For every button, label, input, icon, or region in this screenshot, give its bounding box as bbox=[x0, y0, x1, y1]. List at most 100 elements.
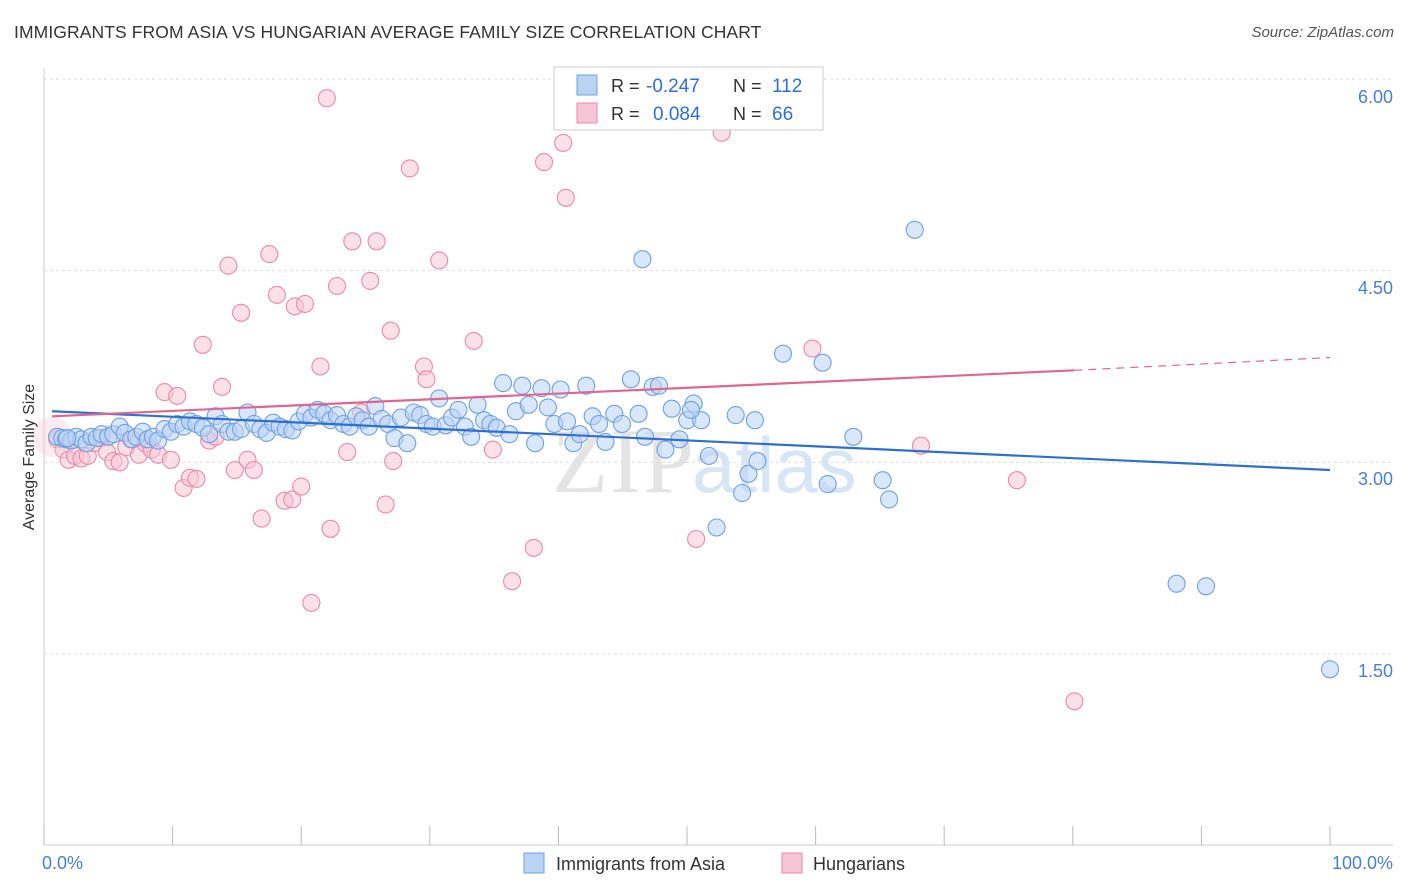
legend-swatch-hungarians bbox=[781, 852, 803, 874]
hungarians-point-41 bbox=[311, 357, 330, 376]
hungarians-point-61 bbox=[554, 133, 573, 152]
hungarians-point-43 bbox=[321, 519, 340, 538]
hungarians-point-38 bbox=[292, 477, 311, 496]
hungarians-point-44 bbox=[327, 276, 347, 296]
hungarians-point-40 bbox=[302, 593, 321, 612]
hungarians-point-55 bbox=[430, 251, 449, 270]
asia-point-119 bbox=[58, 429, 77, 448]
hungarians-point-69 bbox=[384, 452, 403, 471]
source-credit: Source: ZipAtlas.com bbox=[1251, 24, 1394, 41]
asia-point-74 bbox=[500, 425, 519, 444]
hungarians-point-36 bbox=[283, 490, 302, 509]
asia-point-91 bbox=[612, 414, 632, 434]
x-tick-label-min: 0.0% bbox=[42, 853, 83, 873]
y-tick-label-6: 6.00 bbox=[1358, 87, 1393, 107]
asia-point-86 bbox=[577, 376, 596, 395]
asia-point-107 bbox=[739, 464, 758, 483]
asia-point-118 bbox=[1196, 577, 1216, 596]
stats-r-value-pink: 0.084 bbox=[653, 104, 701, 125]
asia-point-109 bbox=[748, 452, 767, 471]
asia-point-80 bbox=[538, 398, 557, 417]
hungarians-point-45 bbox=[338, 443, 357, 462]
trend-line-hungarians-extension bbox=[1074, 356, 1331, 371]
asia-point-93 bbox=[629, 404, 648, 423]
hungarians-points bbox=[32, 89, 1084, 711]
trend-line-hungarians bbox=[51, 369, 1075, 418]
hungarians-point-28 bbox=[225, 460, 244, 480]
asia-point-88 bbox=[589, 414, 609, 434]
hungarians-point-57 bbox=[483, 440, 502, 459]
legend-swatch-asia bbox=[523, 852, 545, 874]
asia-point-73 bbox=[494, 374, 513, 393]
asia-point-92 bbox=[621, 370, 640, 389]
asia-point-83 bbox=[557, 412, 577, 431]
asia-point-113 bbox=[844, 427, 863, 446]
trend-lines bbox=[51, 356, 1331, 472]
trend-line-asia bbox=[51, 410, 1331, 472]
stats-n-label-pink: N = bbox=[733, 104, 762, 124]
hungarians-point-26 bbox=[212, 377, 232, 396]
x-tick-label-max: 100.0% bbox=[1332, 853, 1393, 873]
asia-point-27 bbox=[200, 425, 219, 444]
asia-point-117 bbox=[1167, 574, 1186, 593]
chart-title: IMMIGRANTS FROM ASIA VS HUNGARIAN AVERAG… bbox=[14, 22, 762, 42]
hungarians-point-18 bbox=[161, 450, 180, 469]
hungarians-point-32 bbox=[252, 509, 271, 528]
hungarians-point-34 bbox=[267, 285, 286, 304]
watermark-atlas: atlas bbox=[692, 421, 857, 509]
asia-point-94 bbox=[635, 427, 655, 446]
axes bbox=[43, 68, 1393, 846]
asia-point-76 bbox=[513, 376, 532, 395]
asia-point-121 bbox=[633, 250, 652, 269]
asia-point-66 bbox=[449, 400, 468, 419]
hungarians-point-56 bbox=[464, 331, 483, 350]
asia-point-82 bbox=[551, 380, 570, 399]
hungarians-point-49 bbox=[367, 232, 386, 251]
stats-n-label-blue: N = bbox=[733, 76, 762, 96]
asia-point-108 bbox=[745, 411, 764, 430]
hungarians-point-63 bbox=[687, 529, 706, 549]
y-tick-label-1-5: 1.50 bbox=[1358, 661, 1393, 681]
stats-r-label-pink: R = bbox=[611, 104, 640, 124]
asia-point-115 bbox=[880, 490, 899, 509]
hungarians-point-51 bbox=[381, 321, 400, 340]
y-tick-label-4-5: 4.50 bbox=[1358, 278, 1393, 298]
hungarians-point-23 bbox=[193, 335, 212, 354]
asia-point-114 bbox=[873, 471, 892, 490]
asia-point-116 bbox=[905, 220, 924, 239]
series-legend: Immigrants from Asia Hungarians bbox=[523, 852, 905, 874]
stats-n-value-pink: 66 bbox=[772, 104, 793, 125]
hungarians-point-58 bbox=[503, 572, 522, 591]
hungarians-point-67 bbox=[1007, 471, 1026, 490]
hungarians-point-33 bbox=[260, 245, 279, 264]
asia-point-97 bbox=[656, 440, 675, 459]
asia-point-120 bbox=[1320, 660, 1340, 679]
stats-legend-frame bbox=[553, 66, 824, 131]
hungarians-point-65 bbox=[803, 339, 822, 358]
asia-point-77 bbox=[519, 395, 538, 414]
asia-point-111 bbox=[813, 353, 832, 372]
asia-point-104 bbox=[707, 518, 726, 537]
asia-point-122 bbox=[681, 400, 701, 419]
hungarians-point-22 bbox=[187, 469, 206, 488]
hungarians-point-46 bbox=[343, 232, 362, 251]
hungarians-point-10 bbox=[110, 453, 129, 472]
stats-n-value-blue: 112 bbox=[772, 76, 802, 97]
legend-label-hungarians: Hungarians bbox=[813, 854, 905, 874]
hungarians-point-29 bbox=[232, 303, 251, 322]
asia-point-58 bbox=[398, 434, 417, 453]
hungarians-point-31 bbox=[244, 460, 263, 480]
grid-lines bbox=[44, 78, 1393, 655]
asia-point-106 bbox=[733, 483, 752, 503]
legend-label-asia: Immigrants from Asia bbox=[556, 854, 726, 874]
y-axis-label: Average Family Size bbox=[21, 384, 38, 531]
asia-point-79 bbox=[532, 379, 551, 398]
stats-legend: R = -0.247 N = 112 R = 0.084 N = 66 bbox=[553, 66, 824, 131]
asia-point-96 bbox=[649, 376, 669, 395]
hungarians-point-59 bbox=[524, 538, 543, 557]
hungarians-point-50 bbox=[376, 495, 395, 514]
hungarians-point-60 bbox=[534, 153, 554, 172]
asia-point-112 bbox=[818, 475, 837, 494]
asia-point-69 bbox=[468, 395, 487, 414]
